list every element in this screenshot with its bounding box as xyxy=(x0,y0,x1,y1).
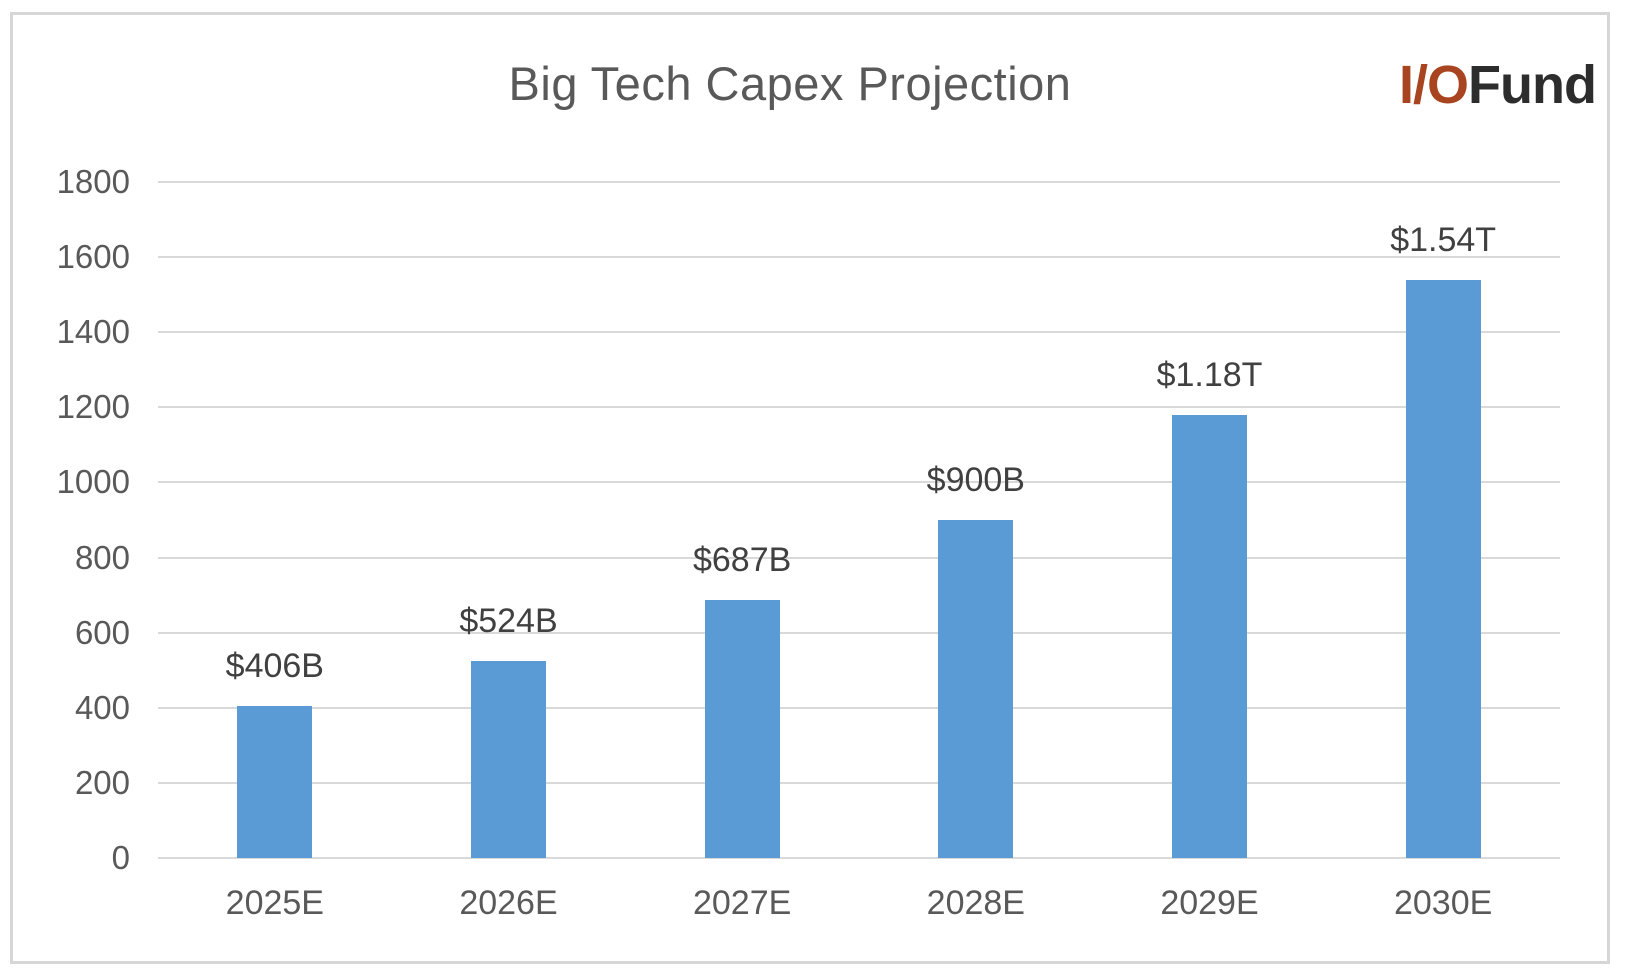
logo-fund-text: Fund xyxy=(1468,55,1597,115)
bar-2027E xyxy=(704,600,780,858)
x-tick-label-2028E: 2028E xyxy=(926,884,1025,922)
x-tick-label-2027E: 2027E xyxy=(692,884,792,922)
gridline-0 xyxy=(158,857,1560,859)
y-tick-label-1600: 1600 xyxy=(56,238,130,276)
gridline-1000 xyxy=(158,481,1560,484)
bar-value-label-2028E: $900B xyxy=(926,461,1025,499)
y-tick-label-400: 400 xyxy=(74,688,130,726)
chart-title: Big Tech Capex Projection xyxy=(508,57,1072,110)
bar-value-label-2030E: $1.54T xyxy=(1390,220,1497,259)
bar-value-label-2029E: $1.18T xyxy=(1156,355,1263,394)
x-tick-label-2030E: 2030E xyxy=(1393,884,1493,922)
y-tick-label-1000: 1000 xyxy=(56,463,130,501)
bar-value-label-2025E: $406B xyxy=(225,646,324,685)
y-tick-label-600: 600 xyxy=(74,613,130,651)
gridline-600 xyxy=(158,631,1560,634)
gridline-1200 xyxy=(158,406,1560,409)
gridline-1600 xyxy=(158,256,1560,259)
gridline-400 xyxy=(158,706,1560,709)
y-tick-label-1200: 1200 xyxy=(56,388,130,426)
bar-2025E xyxy=(237,705,313,858)
bar-2028E xyxy=(938,520,1014,858)
logo-io-text: I/O xyxy=(1399,55,1469,115)
y-tick-label-0: 0 xyxy=(111,839,130,876)
io-fund-logo: I/OFund xyxy=(1399,54,1597,116)
y-tick-label-800: 800 xyxy=(74,538,130,576)
bar-2026E xyxy=(471,661,546,858)
gridline-800 xyxy=(158,556,1560,559)
bar-value-label-2027E: $687B xyxy=(692,541,792,579)
plot-area: $406B $524B $687B $900B $1.18T $1.54T xyxy=(158,181,1560,859)
bar-2030E xyxy=(1405,279,1481,858)
y-tick-label-200: 200 xyxy=(74,763,130,801)
x-tick-label-2029E: 2029E xyxy=(1160,884,1259,922)
x-tick-label-2025E: 2025E xyxy=(225,884,324,922)
gridline-1400 xyxy=(158,331,1560,334)
x-tick-label-2026E: 2026E xyxy=(459,884,558,922)
y-tick-label-1800: 1800 xyxy=(56,163,130,200)
y-tick-label-1400: 1400 xyxy=(56,313,130,351)
gridline-1800 xyxy=(158,181,1560,183)
bar-value-label-2026E: $524B xyxy=(459,602,558,641)
bar-2029E xyxy=(1172,414,1247,858)
gridline-200 xyxy=(158,781,1560,784)
